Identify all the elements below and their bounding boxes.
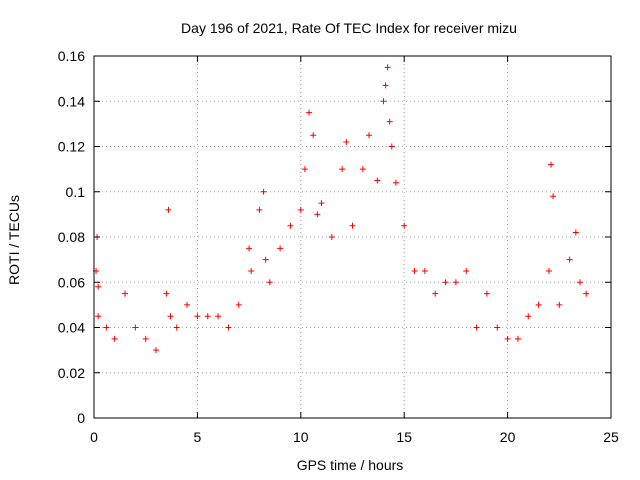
data-point — [463, 267, 470, 274]
data-point — [248, 267, 255, 274]
data-point — [514, 335, 521, 342]
data-point — [310, 132, 317, 139]
axis-ticks: 0 0.02 0.04 0.06 0.08 0.1 0.12 0.14 0.16 0 5 10 15 20… — [58, 48, 619, 445]
data-point — [343, 138, 350, 145]
data-point — [194, 313, 201, 320]
y-tick-label: 0 — [77, 410, 85, 426]
data-point — [366, 132, 373, 139]
data-point — [556, 301, 563, 308]
data-point — [432, 290, 439, 297]
y-tick-label: 0.04 — [58, 320, 85, 336]
data-point — [306, 109, 313, 116]
data-point — [452, 279, 459, 286]
data-point — [380, 98, 387, 105]
x-tick-label: 20 — [500, 429, 516, 445]
y-tick-label: 0.12 — [58, 139, 85, 155]
data-point — [386, 118, 393, 125]
y-tick-label: 0.06 — [58, 274, 85, 290]
plot-frame — [93, 55, 612, 419]
data-point — [246, 245, 253, 252]
y-tick-label: 0.1 — [66, 184, 86, 200]
data-point — [525, 313, 532, 320]
data-point — [235, 301, 242, 308]
data-point — [173, 324, 180, 331]
data-point — [287, 222, 294, 229]
data-point — [583, 290, 590, 297]
data-point — [184, 301, 191, 308]
data-point — [494, 324, 501, 331]
data-point — [483, 290, 490, 297]
x-tick-label: 15 — [396, 429, 412, 445]
data-point — [122, 290, 129, 297]
data-point — [392, 179, 399, 186]
data-point — [165, 206, 172, 213]
x-axis-label: GPS time / hours — [297, 457, 404, 473]
data-point — [442, 279, 449, 286]
data-point — [349, 222, 356, 229]
data-point — [215, 313, 222, 320]
chart-title: Day 196 of 2021, Rate Of TEC Index for r… — [181, 20, 517, 36]
data-point — [318, 200, 325, 207]
data-point — [359, 166, 366, 173]
data-point — [545, 267, 552, 274]
data-point — [314, 211, 321, 218]
data-point — [153, 347, 160, 354]
data-point — [328, 234, 335, 240]
data-point — [548, 161, 555, 168]
data-point — [473, 324, 480, 331]
x-tick-label: 25 — [603, 429, 619, 445]
data-point — [576, 279, 583, 286]
data-point — [401, 222, 408, 229]
y-tick-label: 0.02 — [58, 365, 85, 381]
data-point — [277, 245, 284, 252]
x-tick-label: 10 — [293, 429, 309, 445]
data-point — [163, 290, 170, 297]
data-point — [95, 283, 102, 290]
y-tick-label: 0.08 — [58, 229, 85, 245]
data-point — [297, 206, 304, 213]
data-point — [572, 229, 579, 236]
data-point — [301, 166, 308, 173]
data-point — [103, 324, 110, 331]
data-point — [256, 206, 263, 213]
data-point — [142, 335, 149, 342]
data-point — [566, 256, 573, 263]
x-tick-label: 5 — [194, 429, 202, 445]
data-point — [411, 267, 418, 274]
y-tick-label: 0.14 — [58, 93, 85, 109]
data-point — [132, 324, 139, 331]
data-point — [550, 193, 557, 200]
data-point — [388, 143, 395, 150]
data-point — [339, 166, 346, 173]
data-point — [374, 177, 381, 184]
data-point — [266, 279, 273, 286]
data-point — [260, 188, 267, 195]
data-point — [504, 335, 511, 342]
grid-lines — [94, 56, 611, 418]
data-point — [204, 313, 211, 320]
data-point — [421, 267, 428, 274]
data-point — [384, 64, 391, 71]
data-point — [95, 313, 102, 320]
data-point — [535, 301, 542, 308]
data-point — [382, 82, 389, 89]
data-point — [111, 335, 118, 342]
y-tick-label: 0.16 — [58, 48, 85, 64]
data-point — [167, 313, 174, 320]
x-tick-label: 0 — [90, 429, 98, 445]
data-point — [225, 324, 232, 331]
y-axis-label: ROTI / TECUs — [6, 195, 22, 285]
data-points — [93, 64, 590, 354]
data-point — [262, 256, 269, 263]
